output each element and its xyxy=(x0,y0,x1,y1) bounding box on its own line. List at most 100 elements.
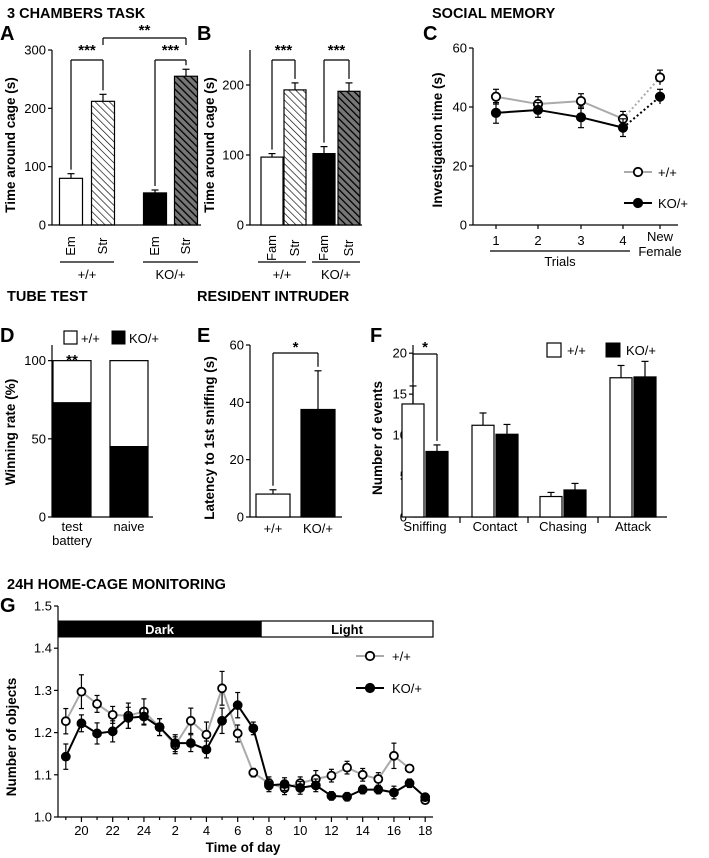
panel-d-x-tick-label: test xyxy=(62,519,83,534)
panel-b-bar xyxy=(260,156,284,226)
panel-c-x-tick-label: 4 xyxy=(619,233,626,248)
panel-f-legend-swatch-ko xyxy=(605,342,621,358)
panel-f-y-tick-label: 15 xyxy=(393,387,407,402)
panel-f-bar-wildtype xyxy=(609,377,633,518)
panel-g-point-wildtype xyxy=(248,767,259,778)
panel-g-point-ko xyxy=(326,791,337,801)
panel-a-group-label: KO/+ xyxy=(156,267,186,282)
panel-d-sig-label: ** xyxy=(66,352,78,369)
panel-b-group-label: KO/+ xyxy=(321,267,351,282)
panel-f-bar-ko xyxy=(563,489,587,518)
panel-c-legend-marker-wildtype xyxy=(632,166,644,178)
panel-g-point-ko xyxy=(76,718,87,729)
panel-g-point-ko xyxy=(264,780,274,791)
section-title-tube-test: TUBE TEST xyxy=(7,289,88,305)
section-title-social-memory: SOCIAL MEMORY xyxy=(432,6,556,22)
panel-d-legend-label: KO/+ xyxy=(129,331,159,346)
y-axis-title-d: Winning rate (%) xyxy=(3,379,18,485)
panel-a-bar xyxy=(142,192,168,226)
panel-g-point-ko xyxy=(295,782,306,793)
panel-f-bar-ko xyxy=(633,376,657,518)
panel-e-y-tick-label: 60 xyxy=(230,338,244,353)
panel-d-bar-wildtype xyxy=(109,360,149,448)
panel-d-bar-wildtype xyxy=(52,360,92,404)
panel-g-point-wildtype xyxy=(326,770,337,781)
panel-g-point-wildtype xyxy=(60,716,71,727)
panel-g-phase-bar-light xyxy=(260,620,434,638)
panel-g-y-tick-label: 1.0 xyxy=(34,810,52,825)
panel-g-phase-label-light: Light xyxy=(331,622,363,637)
panel-f-bar-wildtype xyxy=(471,424,495,518)
panel-c-legend-marker-ko xyxy=(632,197,644,209)
panel-g-point-ko xyxy=(139,711,149,722)
panel-c-legend-label: +/+ xyxy=(658,165,677,180)
panel-g-point-wildtype xyxy=(107,709,118,720)
panel-g-x-tick-label: 10 xyxy=(293,823,307,838)
panel-c-trials-label: Trials xyxy=(544,254,576,269)
panel-g-x-tick-label: 22 xyxy=(105,823,119,838)
panel-b-bar xyxy=(312,153,336,226)
panel-c-point-ko xyxy=(654,91,666,102)
panel-c-y-tick-label: 40 xyxy=(453,100,467,115)
panel-g-legend-label: KO/+ xyxy=(392,681,422,696)
panel-d-legend-swatch-wildtype xyxy=(63,330,78,345)
panel-g-legend-label: +/+ xyxy=(392,649,411,664)
panel-e-bar xyxy=(255,493,291,518)
panel-e-y-tick-label: 0 xyxy=(237,510,244,525)
panel-g-y-tick-label: 1.1 xyxy=(34,767,52,782)
y-axis-title-c: Investigation time (s) xyxy=(430,72,445,207)
panel-c-x-tick-label: New xyxy=(647,229,674,244)
panel-g-phase-label-dark: Dark xyxy=(145,622,175,637)
y-axis-title-b: Time around cage (s) xyxy=(202,77,217,213)
panel-g-point-ko xyxy=(123,712,134,723)
panel-c-x-tick-label: Female xyxy=(638,244,681,259)
panel-c-dotted-line-wildtype xyxy=(622,76,661,120)
panel-c-legend-label: KO/+ xyxy=(658,196,688,211)
panel-label-c: C xyxy=(423,23,437,45)
panel-f-bar-ko xyxy=(425,450,449,518)
panel-g-point-wildtype xyxy=(404,763,415,774)
panel-e-bar xyxy=(300,408,336,518)
panel-g-point-ko xyxy=(310,780,321,791)
panel-b-group-label: +/+ xyxy=(273,267,292,282)
panel-g-point-ko xyxy=(201,744,212,755)
panel-c-point-wildtype xyxy=(490,91,502,102)
panel-g-y-tick-label: 1.2 xyxy=(34,725,52,740)
panel-g-x-tick-label: 20 xyxy=(74,823,88,838)
panel-g-point-ko xyxy=(107,726,118,737)
panel-g-x-tick-label: 2 xyxy=(172,823,179,838)
panel-a-y-tick-label: 300 xyxy=(24,43,46,58)
panel-g-point-wildtype xyxy=(76,686,87,697)
panel-d-y-tick-label: 100 xyxy=(24,353,46,368)
panel-g-y-tick-label: 1.5 xyxy=(34,599,52,614)
panel-label-b: B xyxy=(197,23,211,45)
panel-f-bar-ko xyxy=(495,433,519,518)
panel-b-y-tick-label: 0 xyxy=(237,218,244,233)
panel-g-legend-marker-wildtype xyxy=(364,650,376,662)
panel-g-point-wildtype xyxy=(201,729,212,740)
panel-c-point-ko xyxy=(490,107,502,119)
panel-f-legend-swatch-wildtype xyxy=(546,342,562,358)
panel-g-legend-marker-ko xyxy=(364,682,376,694)
panel-f-legend-label: KO/+ xyxy=(626,343,656,358)
panel-e-x-tick-label: KO/+ xyxy=(303,521,333,536)
panel-g-point-ko xyxy=(342,791,352,802)
panel-c-dotted-line-ko xyxy=(622,95,661,129)
panel-g-point-ko xyxy=(92,728,102,739)
panel-d-x-tick-label: naive xyxy=(113,519,144,534)
panel-g-x-tick-label: 4 xyxy=(203,823,210,838)
panel-g-point-wildtype xyxy=(185,715,196,726)
panel-b-y-tick-label: 100 xyxy=(222,148,244,163)
panel-c-y-tick-label: 60 xyxy=(453,41,467,56)
panel-g-point-ko xyxy=(60,751,71,762)
panel-c-y-tick-label: 0 xyxy=(460,218,467,233)
panel-g-point-ko xyxy=(279,779,290,789)
panel-a-y-tick-label: 0 xyxy=(39,218,46,233)
panel-g-x-tick-label: 24 xyxy=(137,823,151,838)
panel-c-line-ko xyxy=(495,108,624,129)
panel-g-point-ko xyxy=(170,738,181,749)
panel-b-bar xyxy=(283,89,307,226)
panel-g-point-wildtype xyxy=(373,774,384,784)
panel-f-bar-wildtype xyxy=(539,495,563,518)
